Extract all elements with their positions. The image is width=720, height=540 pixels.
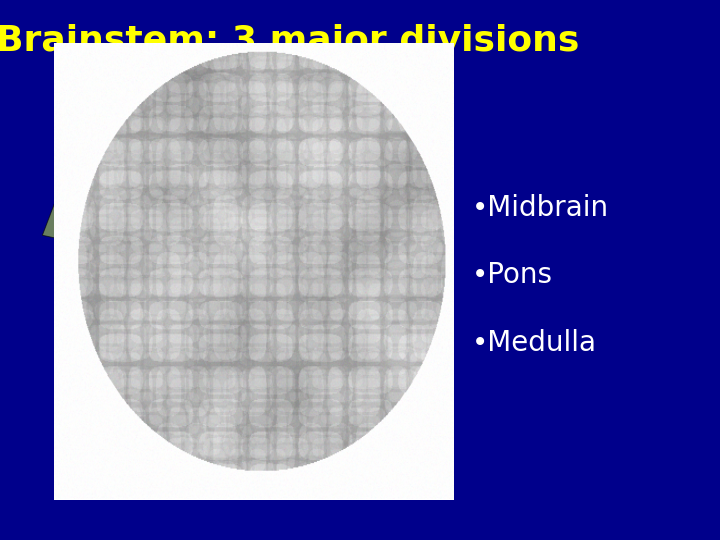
Polygon shape — [99, 353, 254, 474]
Bar — [54, 43, 454, 500]
Text: •Pons: •Pons — [472, 261, 553, 289]
Text: Brainstem: 3 major divisions: Brainstem: 3 major divisions — [0, 24, 580, 58]
Text: •Midbrain: •Midbrain — [472, 194, 608, 222]
Polygon shape — [72, 254, 252, 377]
Polygon shape — [42, 131, 310, 285]
Text: •Medulla: •Medulla — [472, 329, 597, 357]
